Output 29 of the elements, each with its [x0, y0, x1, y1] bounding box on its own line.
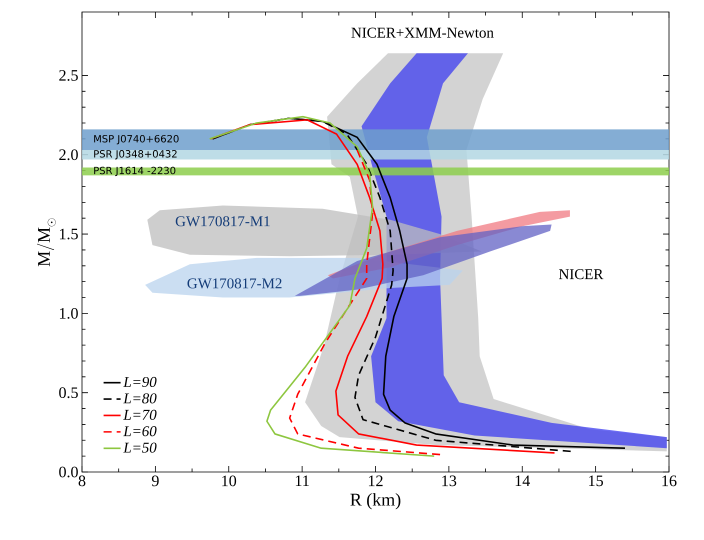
band-label: PSR J1614 -2230 [94, 166, 176, 176]
y-tick-label: 0.0 [59, 466, 78, 478]
x-tick-label: 9 [152, 476, 159, 486]
y-tick-label: 0.5 [59, 387, 78, 398]
band-label: PSR J0348+0432 [94, 150, 177, 160]
x-tick-label: 11 [296, 476, 309, 486]
y-axis-title: $\mathrm{M/M}_{\odot}$ [36, 218, 56, 266]
x-tick-label: 16 [662, 476, 676, 486]
x-tick-label: 14 [516, 476, 530, 486]
legend-label: L=90 [123, 376, 157, 388]
annotation: NICER [558, 269, 604, 280]
x-tick-label: 12 [368, 476, 383, 486]
legend-label: L=60 [123, 426, 157, 436]
legend-label: L=50 [123, 442, 157, 453]
legend-label: L=70 [123, 410, 157, 420]
x-tick-label: 10 [222, 476, 236, 486]
annotation: GW170817-M1 [176, 216, 270, 226]
x-axis-title: R (km) [350, 493, 400, 510]
x-tick-label: 8 [78, 476, 86, 486]
annotation: GW170817-M2 [187, 278, 282, 288]
band-label: MSP J0740+6620 [94, 134, 179, 144]
x-tick-label: 15 [589, 476, 603, 486]
y-tick-label: 1.5 [60, 228, 78, 240]
legend-label: L=80 [123, 393, 157, 404]
x-tick-label: 13 [442, 476, 456, 486]
annotation: NICER+XMM-Newton [351, 28, 494, 38]
y-tick-label: 2.0 [59, 149, 78, 160]
y-tick-label: 1.0 [60, 308, 78, 319]
y-tick-label: 2.5 [59, 70, 78, 81]
